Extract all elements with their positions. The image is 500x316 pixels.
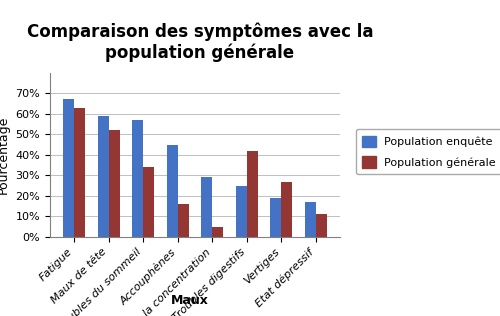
- Bar: [316, 215, 327, 237]
- Text: Comparaison des symptômes avec la
population générale: Comparaison des symptômes avec la popula…: [27, 22, 373, 62]
- Bar: [132, 120, 143, 237]
- Bar: [270, 198, 281, 237]
- Bar: [304, 202, 316, 237]
- Bar: [74, 107, 86, 237]
- Bar: [247, 151, 258, 237]
- Bar: [166, 145, 177, 237]
- Bar: [143, 167, 154, 237]
- Bar: [108, 130, 120, 237]
- Bar: [63, 99, 74, 237]
- Y-axis label: Pourcentage: Pourcentage: [0, 116, 10, 194]
- Bar: [98, 116, 108, 237]
- Bar: [282, 181, 292, 237]
- Bar: [236, 186, 247, 237]
- Bar: [178, 204, 189, 237]
- Bar: [212, 227, 224, 237]
- Legend: Population enquête, Population générale: Population enquête, Population générale: [356, 129, 500, 174]
- Text: Maux: Maux: [171, 294, 209, 307]
- Bar: [201, 178, 212, 237]
